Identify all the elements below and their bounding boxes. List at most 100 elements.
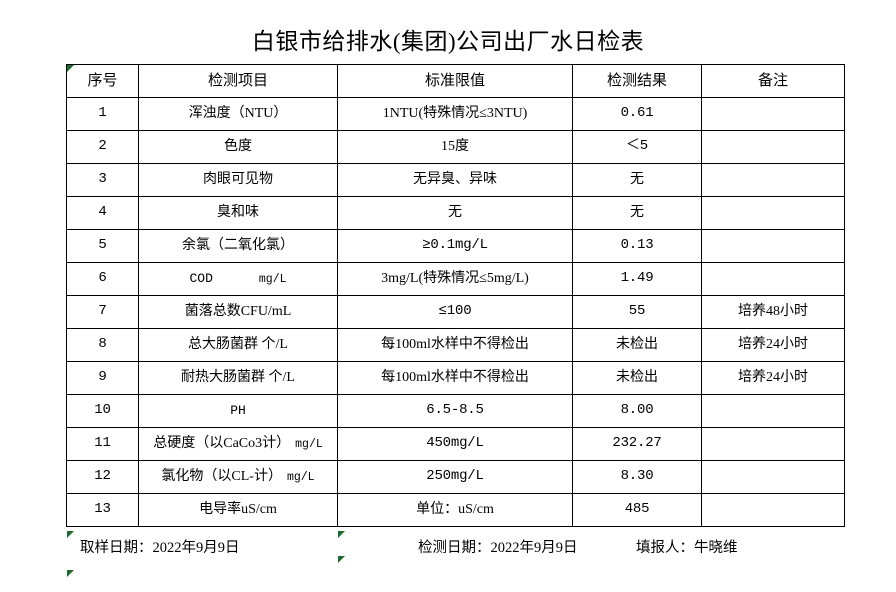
cell-item-name: PH xyxy=(230,403,246,419)
footer-meta: 取样日期：2022年9月9日 检测日期：2022年9月9日 填报人：牛晓维 xyxy=(66,536,866,560)
cell-result: 8.00 xyxy=(572,394,702,428)
cell-item-name: COD xyxy=(189,271,213,287)
cell-item: 色度 xyxy=(138,130,338,164)
table-row: 13 电导率uS/cm 单位：uS/cm 485 xyxy=(66,493,845,527)
testing-date-label: 检测日期：2022年9月9日 xyxy=(418,540,578,556)
cell-item: 电导率uS/cm xyxy=(138,493,338,527)
cell-item: 余氯（二氧化氯） xyxy=(138,229,338,263)
cell-item: 浑浊度（NTU） xyxy=(138,97,338,131)
cell-item-name: 色度 xyxy=(224,139,252,155)
cell-no: 7 xyxy=(66,295,139,329)
table-row: 6 COD mg/L 3mg/L(特殊情况≤5mg/L) 1.49 xyxy=(66,262,845,296)
cell-no: 3 xyxy=(66,163,139,197)
cell-no: 9 xyxy=(66,361,139,395)
cell-result: 232.27 xyxy=(572,427,702,461)
cell-result: 无 xyxy=(572,196,702,230)
cell-no: 13 xyxy=(66,493,139,527)
cell-item: 臭和味 xyxy=(138,196,338,230)
column-header-result: 检测结果 xyxy=(572,64,702,98)
cell-item-name: 总大肠菌群 个/L xyxy=(188,337,288,353)
cell-item: 耐热大肠菌群 个/L xyxy=(138,361,338,395)
column-header-item: 检测项目 xyxy=(138,64,338,98)
table-header-row: 序号 检测项目 标准限值 检测结果 备注 xyxy=(66,64,845,98)
cell-no: 1 xyxy=(66,97,139,131)
cell-item: 肉眼可见物 xyxy=(138,163,338,197)
cell-standard: ≥0.1mg/L xyxy=(337,229,573,263)
cell-item-unit: mg/L xyxy=(258,273,287,287)
cell-note: 培养48小时 xyxy=(701,295,845,329)
cell-item: PH xyxy=(138,394,338,428)
cell-no: 11 xyxy=(66,427,139,461)
cell-no: 4 xyxy=(66,196,139,230)
cell-result: 无 xyxy=(572,163,702,197)
cell-standard: 6.5-8.5 xyxy=(337,394,573,428)
column-header-no: 序号 xyxy=(66,64,139,98)
cell-note xyxy=(701,97,845,131)
cell-item-name: 氯化物（以CL-计） xyxy=(161,469,282,485)
cell-no: 8 xyxy=(66,328,139,362)
sampling-date-label: 取样日期：2022年9月9日 xyxy=(80,540,240,556)
water-quality-table: 序号 检测项目 标准限值 检测结果 备注 1 浑浊度（NTU） 1NTU(特殊情况≤… xyxy=(66,64,845,527)
cell-note xyxy=(701,196,845,230)
filer-label: 填报人：牛晓维 xyxy=(636,540,738,556)
cell-note xyxy=(701,262,845,296)
cell-result: 0.61 xyxy=(572,97,702,131)
cell-note xyxy=(701,163,845,197)
table-row: 5 余氯（二氧化氯） ≥0.1mg/L 0.13 xyxy=(66,229,845,263)
cell-comment-marker-icon xyxy=(67,570,74,577)
cell-item: 总大肠菌群 个/L xyxy=(138,328,338,362)
table-row: 8 总大肠菌群 个/L 每100ml水样中不得检出 未检出 培养24小时 xyxy=(66,328,845,362)
table-row: 2 色度 15度 ＜5 xyxy=(66,130,845,164)
table-row: 10 PH 6.5-8.5 8.00 xyxy=(66,394,845,428)
cell-note: 培养24小时 xyxy=(701,328,845,362)
cell-result: 8.30 xyxy=(572,460,702,494)
cell-note xyxy=(701,493,845,527)
cell-standard: 3mg/L(特殊情况≤5mg/L) xyxy=(337,262,573,296)
cell-item-name: 总硬度（以CaCo3计） xyxy=(153,436,291,452)
cell-standard: 250mg/L xyxy=(337,460,573,494)
cell-item-name: 菌落总数CFU/mL xyxy=(184,304,292,320)
table-row: 12 氯化物（以CL-计） mg/L 250mg/L 8.30 xyxy=(66,460,845,494)
cell-standard: 单位：uS/cm xyxy=(337,493,573,527)
column-header-note: 备注 xyxy=(701,64,845,98)
cell-standard: 无异臭、异味 xyxy=(337,163,573,197)
cell-standard: 无 xyxy=(337,196,573,230)
cell-result: 55 xyxy=(572,295,702,329)
cell-no: 10 xyxy=(66,394,139,428)
table-row: 11 总硬度（以CaCo3计） mg/L 450mg/L 232.27 xyxy=(66,427,845,461)
cell-item-unit: mg/L xyxy=(295,438,323,452)
cell-result: 485 xyxy=(572,493,702,527)
cell-item: COD mg/L xyxy=(138,262,338,296)
cell-standard: 450mg/L xyxy=(337,427,573,461)
cell-standard: ≤100 xyxy=(337,295,573,329)
cell-item-unit: mg/L xyxy=(286,471,315,485)
cell-result: 未检出 xyxy=(572,328,702,362)
cell-standard: 1NTU(特殊情况≤3NTU) xyxy=(337,97,573,131)
cell-no: 12 xyxy=(66,460,139,494)
cell-note xyxy=(701,460,845,494)
table-row: 9 耐热大肠菌群 个/L 每100ml水样中不得检出 未检出 培养24小时 xyxy=(66,361,845,395)
cell-note: 培养24小时 xyxy=(701,361,845,395)
cell-item: 总硬度（以CaCo3计） mg/L xyxy=(138,427,338,461)
table-body: 1 浑浊度（NTU） 1NTU(特殊情况≤3NTU) 0.61 2 色度 15度 ＜5 3 肉眼可… xyxy=(66,97,845,527)
cell-item-name: 浑浊度（NTU） xyxy=(188,106,288,122)
cell-standard: 每100ml水样中不得检出 xyxy=(337,328,573,362)
cell-note xyxy=(701,427,845,461)
table-row: 3 肉眼可见物 无异臭、异味无 xyxy=(66,163,845,197)
cell-item: 菌落总数CFU/mL xyxy=(138,295,338,329)
cell-item-name: 肉眼可见物 xyxy=(203,172,273,188)
cell-result: 未检出 xyxy=(572,361,702,395)
cell-no: 6 xyxy=(66,262,139,296)
table-row: 7 菌落总数CFU/mL ≤100 55 培养48小时 xyxy=(66,295,845,329)
table-row: 1 浑浊度（NTU） 1NTU(特殊情况≤3NTU) 0.61 xyxy=(66,97,845,131)
cell-item-name: 耐热大肠菌群 个/L xyxy=(181,370,295,386)
cell-no: 2 xyxy=(66,130,139,164)
cell-result: 1.49 xyxy=(572,262,702,296)
cell-note xyxy=(701,130,845,164)
cell-standard: 每100ml水样中不得检出 xyxy=(337,361,573,395)
cell-no: 5 xyxy=(66,229,139,263)
cell-note xyxy=(701,394,845,428)
cell-item-name: 电导率uS/cm xyxy=(199,502,277,518)
cell-item: 氯化物（以CL-计） mg/L xyxy=(138,460,338,494)
